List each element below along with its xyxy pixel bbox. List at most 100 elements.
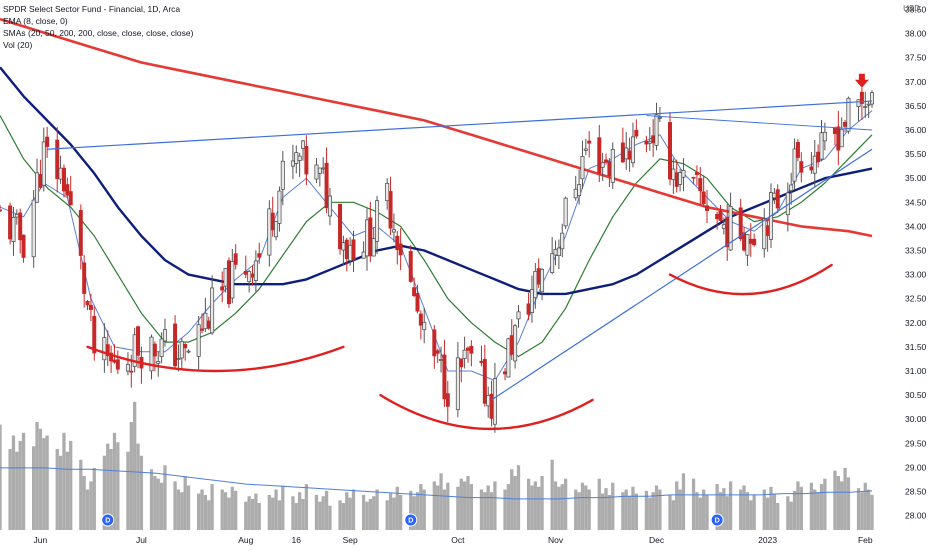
candle-body: [55, 139, 60, 180]
volume-bar: [298, 492, 302, 530]
candle-body: [792, 148, 797, 182]
candle-body: [173, 323, 178, 367]
candle-body: [206, 320, 211, 329]
volume-bar: [668, 494, 672, 530]
candle-body: [526, 303, 531, 315]
volume-bar: [577, 492, 581, 530]
candle-body: [465, 347, 470, 351]
candle-body: [297, 155, 302, 161]
candle-body: [859, 91, 864, 104]
volume-legend[interactable]: Vol (20): [3, 40, 33, 50]
candle-body: [503, 371, 508, 375]
volume-bar: [79, 459, 83, 530]
candle-body: [152, 343, 157, 357]
sma-legend[interactable]: SMAs (20, 50, 200, 200, close, close, cl…: [3, 28, 194, 38]
volume-bar: [654, 485, 659, 530]
volume-bar: [466, 476, 470, 530]
candle-body: [856, 99, 861, 107]
candle-body: [678, 172, 683, 185]
volume-bar: [159, 482, 164, 530]
candle-body: [620, 142, 625, 163]
volume-bar: [324, 490, 329, 530]
candle-body: [705, 205, 710, 211]
x-tick-label: 2023: [758, 535, 777, 545]
volume-bar: [823, 478, 827, 530]
series-line-sma-50: [0, 66, 873, 296]
volume-bar: [607, 494, 612, 530]
candle-body: [795, 141, 800, 158]
volume-bar: [597, 478, 601, 530]
candle-body: [398, 243, 403, 256]
volume-bar: [870, 494, 874, 530]
volume-bar: [351, 489, 356, 530]
candle-body: [364, 219, 369, 257]
dividend-icon[interactable]: D: [710, 513, 724, 527]
candle-body: [536, 268, 541, 285]
candle-body: [563, 197, 568, 227]
volume-bar: [772, 493, 777, 530]
red-annotation-arc: [379, 393, 594, 431]
volume-bar: [338, 500, 342, 530]
volume-bar: [584, 485, 588, 530]
volume-bar: [550, 459, 554, 530]
volume-bar: [624, 489, 628, 530]
ema-legend[interactable]: EMA (8, close, 0): [3, 16, 68, 26]
candle-body: [38, 174, 43, 188]
candle-body: [186, 350, 191, 353]
volume-bar: [702, 489, 706, 530]
volume-bar: [180, 492, 184, 530]
candle-body: [176, 358, 181, 360]
dividend-badge-letter: D: [105, 518, 110, 525]
volume-bar: [149, 469, 154, 530]
volume-bar: [749, 500, 753, 530]
dividend-icon[interactable]: D: [101, 513, 115, 527]
candle-body: [671, 168, 676, 180]
candle-body: [412, 287, 417, 297]
dividend-icon[interactable]: D: [404, 513, 418, 527]
candle-body: [745, 234, 750, 256]
candle-body: [654, 114, 659, 146]
volume-bar: [200, 489, 204, 530]
candle-body: [112, 359, 117, 363]
volume-bar: [267, 494, 271, 530]
trendline: [646, 115, 873, 131]
volume-bar: [705, 494, 709, 530]
candle-body: [105, 344, 110, 356]
y-tick-label: 34.50: [905, 197, 927, 207]
volume-bar: [752, 494, 756, 530]
candle-body: [45, 136, 50, 147]
volume-bar: [563, 478, 568, 530]
volume-bar: [631, 486, 635, 530]
candle-body: [698, 178, 703, 191]
volume-bar: [21, 432, 26, 530]
volume-bar: [227, 497, 231, 530]
volume-bar: [271, 497, 275, 530]
candle-body: [718, 210, 723, 221]
volume-bar: [89, 481, 93, 530]
candle-body: [492, 378, 497, 425]
volume-bar: [439, 473, 443, 530]
y-tick-label: 36.50: [905, 101, 927, 111]
candle-body: [338, 203, 343, 250]
volume-bar: [8, 449, 12, 530]
symbol-title[interactable]: SPDR Select Sector Fund - Financial, 1D,…: [3, 4, 181, 14]
candle-body: [607, 161, 612, 176]
volume-bar: [392, 497, 396, 530]
volume-bar: [277, 500, 282, 530]
candle-body: [742, 232, 747, 251]
candle-body: [183, 344, 188, 349]
volume-bar: [422, 489, 426, 530]
volume-bar: [742, 485, 746, 530]
volume-bar: [722, 488, 726, 530]
candle-body: [210, 287, 215, 334]
candle-body: [344, 239, 349, 260]
candle-body: [799, 161, 804, 173]
candle-body: [728, 206, 733, 251]
candle-body: [58, 167, 63, 180]
candle-body: [280, 160, 285, 190]
volume-bar: [399, 494, 403, 530]
candle-body: [422, 321, 427, 331]
candle-body: [506, 338, 511, 378]
